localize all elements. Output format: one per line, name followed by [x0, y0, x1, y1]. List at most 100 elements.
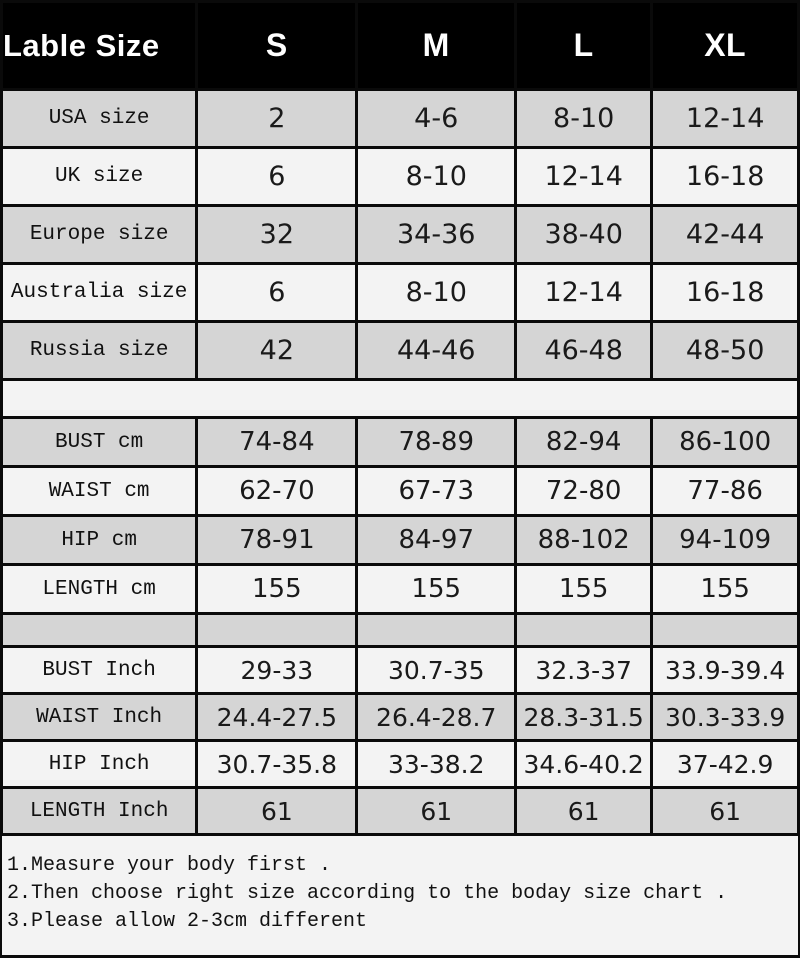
table-row: LENGTH Inch 61 61 61 61: [0, 786, 800, 836]
row-label: BUST Inch: [0, 645, 199, 695]
size-value: 2: [195, 88, 359, 149]
size-value: 88-102: [514, 514, 654, 566]
size-value: 61: [514, 786, 654, 836]
size-value: 33.9-39.4: [650, 645, 800, 695]
table-header: Lable Size S M L XL: [0, 0, 800, 91]
size-value: 8-10: [355, 262, 518, 323]
size-value: 78-91: [195, 514, 359, 566]
row-label: Australia size: [0, 262, 199, 323]
size-value: 30.7-35: [355, 645, 518, 695]
size-value: 84-97: [355, 514, 518, 566]
note-line-2: 2.Then choose right size according to th…: [7, 882, 728, 905]
size-chart-body: USA size 2 4-6 8-10 12-14 UK size 6 8-10 12-14 16…: [0, 88, 800, 836]
size-value: 29-33: [195, 645, 359, 695]
size-value: 16-18: [650, 262, 800, 323]
size-value: 8-10: [355, 146, 518, 207]
size-value: 38-40: [514, 204, 654, 265]
size-value: 155: [355, 563, 518, 615]
size-value: 28.3-31.5: [514, 692, 654, 742]
note-line-3: 3.Please allow 2-3cm different: [7, 910, 368, 933]
size-value: 61: [355, 786, 518, 836]
header-row: Lable Size S M L XL: [0, 0, 800, 91]
size-value: 33-38.2: [355, 739, 518, 789]
size-value: 6: [195, 262, 359, 323]
table-row: BUST cm 74-84 78-89 82-94 86-100: [0, 416, 800, 468]
row-label: BUST cm: [0, 416, 199, 468]
size-value: 42-44: [650, 204, 800, 265]
size-value: 6: [195, 146, 359, 207]
table-row: Russia size 42 44-46 46-48 48-50: [0, 320, 800, 381]
table-row: BUST Inch 29-33 30.7-35 32.3-37 33.9-39.4: [0, 645, 800, 695]
size-value: 72-80: [514, 465, 654, 517]
size-value: 26.4-28.7: [355, 692, 518, 742]
size-value: 37-42.9: [650, 739, 800, 789]
table-row: WAIST cm 62-70 67-73 72-80 77-86: [0, 465, 800, 517]
table-row: WAIST Inch 24.4-27.5 26.4-28.7 28.3-31.5 30.…: [0, 692, 800, 742]
size-value: 155: [650, 563, 800, 615]
size-chart-table: Lable Size S M L XL USA size 2 4-6 8-10 12-1…: [0, 0, 800, 836]
header-label: Lable Size: [0, 0, 199, 91]
row-label: HIP cm: [0, 514, 199, 566]
size-value: 32.3-37: [514, 645, 654, 695]
note-line-1: 1.Measure your body first .: [7, 854, 332, 877]
size-value: 155: [514, 563, 654, 615]
spacer-cell: [195, 612, 359, 648]
size-value: 24.4-27.5: [195, 692, 359, 742]
column-header-l: L: [514, 0, 654, 91]
column-header-xl: XL: [650, 0, 800, 91]
size-value: 77-86: [650, 465, 800, 517]
spacer-cell: [650, 612, 800, 648]
size-value: 32: [195, 204, 359, 265]
spacer-cell: [355, 612, 518, 648]
size-value: 94-109: [650, 514, 800, 566]
spacer-cell: [0, 612, 199, 648]
size-value: 34.6-40.2: [514, 739, 654, 789]
size-value: 67-73: [355, 465, 518, 517]
size-value: 30.7-35.8: [195, 739, 359, 789]
table-row: Australia size 6 8-10 12-14 16-18: [0, 262, 800, 323]
spacer-row: [0, 612, 800, 648]
row-label: UK size: [0, 146, 199, 207]
size-value: 12-14: [514, 262, 654, 323]
table-row: HIP cm 78-91 84-97 88-102 94-109: [0, 514, 800, 566]
size-value: 46-48: [514, 320, 654, 381]
size-value: 44-46: [355, 320, 518, 381]
row-label: Russia size: [0, 320, 199, 381]
table-row: UK size 6 8-10 12-14 16-18: [0, 146, 800, 207]
spacer-row: [0, 378, 800, 419]
size-value: 155: [195, 563, 359, 615]
size-value: 86-100: [650, 416, 800, 468]
size-value: 74-84: [195, 416, 359, 468]
size-value: 82-94: [514, 416, 654, 468]
size-value: 42: [195, 320, 359, 381]
size-value: 4-6: [355, 88, 518, 149]
size-value: 61: [650, 786, 800, 836]
size-value: 16-18: [650, 146, 800, 207]
table-row: Europe size 32 34-36 38-40 42-44: [0, 204, 800, 265]
size-value: 78-89: [355, 416, 518, 468]
row-label: USA size: [0, 88, 199, 149]
size-value: 30.3-33.9: [650, 692, 800, 742]
column-header-s: S: [195, 0, 359, 91]
row-label: Europe size: [0, 204, 199, 265]
table-row: USA size 2 4-6 8-10 12-14: [0, 88, 800, 149]
row-label: HIP Inch: [0, 739, 199, 789]
size-value: 12-14: [514, 146, 654, 207]
row-label: LENGTH cm: [0, 563, 199, 615]
table-row: HIP Inch 30.7-35.8 33-38.2 34.6-40.2 37-42.9: [0, 739, 800, 789]
size-value: 62-70: [195, 465, 359, 517]
table-row: LENGTH cm 155 155 155 155: [0, 563, 800, 615]
row-label: WAIST Inch: [0, 692, 199, 742]
size-value: 48-50: [650, 320, 800, 381]
size-value: 61: [195, 786, 359, 836]
notes-section: 1.Measure your body first . 2.Then choos…: [0, 836, 800, 958]
row-label: WAIST cm: [0, 465, 199, 517]
spacer-cell: [514, 612, 654, 648]
size-value: 34-36: [355, 204, 518, 265]
size-value: 12-14: [650, 88, 800, 149]
size-value: 8-10: [514, 88, 654, 149]
column-header-m: M: [355, 0, 518, 91]
row-label: LENGTH Inch: [0, 786, 199, 836]
spacer-cell: [0, 378, 800, 419]
